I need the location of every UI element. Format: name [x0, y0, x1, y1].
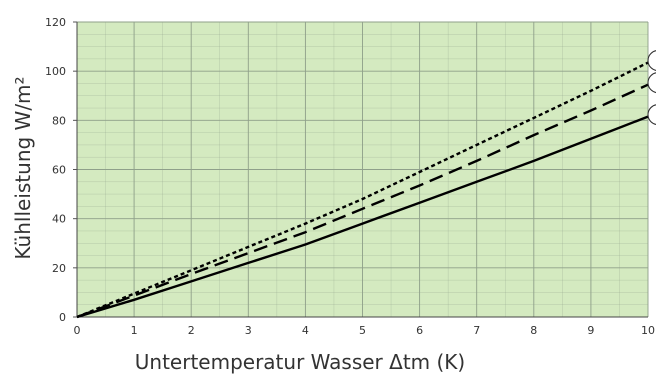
- x-tick-label: 0: [74, 324, 81, 337]
- x-tick-label: 3: [245, 324, 252, 337]
- series-line-dotted: [76, 61, 649, 319]
- x-axis-label: Untertemperatur Wasser Δtm (K): [135, 350, 465, 374]
- y-tick-label: 60: [52, 164, 66, 177]
- x-tick-label: 5: [359, 324, 366, 337]
- x-tick-label: 6: [416, 324, 423, 337]
- y-tick-label: 120: [45, 16, 66, 29]
- series-markers: [647, 50, 656, 126]
- x-axis-ticks: 0 1 2 3 4 5 6 7 8 9 10: [74, 324, 656, 337]
- grid: [76, 21, 649, 318]
- x-tick-label: 7: [473, 324, 480, 337]
- x-tick-label: 2: [188, 324, 195, 337]
- y-tick-label: 80: [52, 114, 66, 127]
- x-tick-label: 9: [587, 324, 594, 337]
- x-tick-label: 4: [302, 324, 309, 337]
- series-marker-circle: [647, 50, 656, 71]
- y-tick-label: 0: [59, 311, 66, 324]
- y-tick-label: 20: [52, 262, 66, 275]
- series-line-solid: [76, 115, 649, 319]
- series-marker-circle: [647, 104, 656, 126]
- series-line-dashed: [76, 83, 649, 319]
- x-tick-label: 1: [131, 324, 138, 337]
- y-tick-label: 100: [45, 65, 66, 78]
- y-tick-label: 40: [52, 213, 66, 226]
- series-marker-circle: [647, 72, 656, 94]
- series-lines: [76, 61, 649, 319]
- y-axis-ticks: 0 20 40 60 80 100 120: [45, 16, 77, 324]
- y-axis-label: Kühlleistung W/m²: [11, 76, 35, 259]
- x-tick-label: 8: [530, 324, 537, 337]
- x-tick-label: 10: [641, 324, 655, 337]
